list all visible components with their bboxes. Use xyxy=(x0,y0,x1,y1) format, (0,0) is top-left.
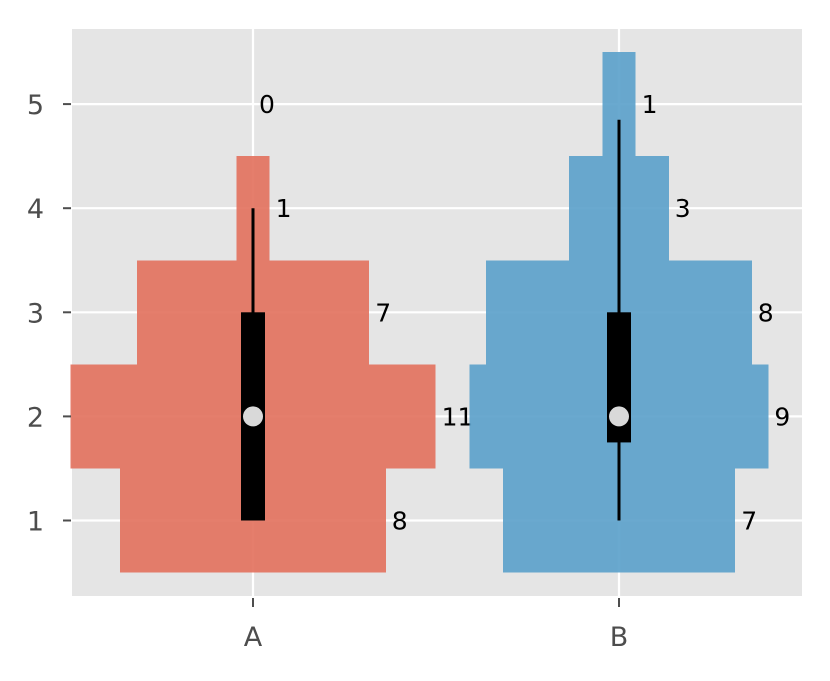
chart-marks: 8 11 7 1 0 7 9 8 3 1 xyxy=(70,52,790,573)
count-label-B-2: 9 xyxy=(774,402,790,431)
median-point-B xyxy=(609,406,629,427)
y-tick-label-3: 3 xyxy=(27,298,44,329)
count-label-A-2: 11 xyxy=(442,402,474,431)
x-tick-label-A: A xyxy=(244,622,263,653)
count-label-A-3: 7 xyxy=(375,298,391,327)
count-label-A-5: 0 xyxy=(259,90,275,119)
y-tick-label-2: 2 xyxy=(27,402,44,433)
x-tick-label-B: B xyxy=(610,622,629,653)
axes: 1 2 3 4 5 A B xyxy=(27,90,628,653)
count-label-B-1: 7 xyxy=(741,507,757,536)
median-point-A xyxy=(243,406,263,427)
y-tick-label-1: 1 xyxy=(27,507,44,538)
y-tick-label-4: 4 xyxy=(27,194,44,225)
count-label-B-5: 1 xyxy=(642,90,658,119)
count-label-B-3: 8 xyxy=(758,298,774,327)
count-label-A-1: 8 xyxy=(392,507,408,536)
y-tick-label-5: 5 xyxy=(27,90,44,121)
count-label-B-4: 3 xyxy=(675,194,691,223)
count-label-A-4: 1 xyxy=(276,194,292,223)
